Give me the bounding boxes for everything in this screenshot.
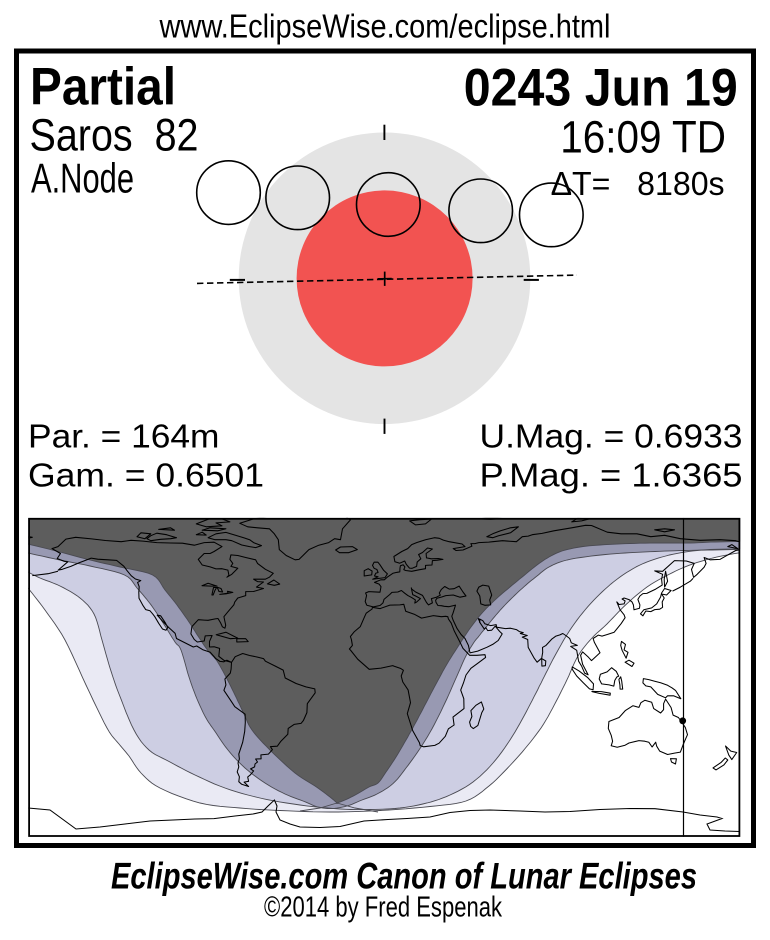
- svg-text:U.Mag. = 0.6933: U.Mag. = 0.6933: [480, 419, 743, 456]
- svg-text:Saros 82: Saros 82: [30, 110, 199, 161]
- svg-text:©2014 by Fred Espenak: ©2014 by Fred Espenak: [264, 892, 502, 924]
- svg-text:0243 Jun 19: 0243 Jun 19: [464, 59, 738, 118]
- svg-text:Gam. = 0.6501: Gam. = 0.6501: [28, 458, 264, 495]
- svg-text:16:09 TD: 16:09 TD: [560, 112, 726, 163]
- svg-text:www.EclipseWise.com/eclipse.ht: www.EclipseWise.com/eclipse.html: [159, 8, 611, 45]
- svg-text:Par. = 164m: Par. = 164m: [28, 419, 220, 456]
- svg-text:A.Node: A.Node: [31, 155, 134, 202]
- svg-text:P.Mag. = 1.6365: P.Mag. = 1.6365: [480, 458, 743, 495]
- svg-text:ΔT= 8180s: ΔT= 8180s: [551, 165, 725, 202]
- svg-text:EclipseWise.com Canon of Lunar: EclipseWise.com Canon of Lunar Eclipses: [111, 856, 697, 897]
- svg-text:Partial: Partial: [30, 58, 176, 117]
